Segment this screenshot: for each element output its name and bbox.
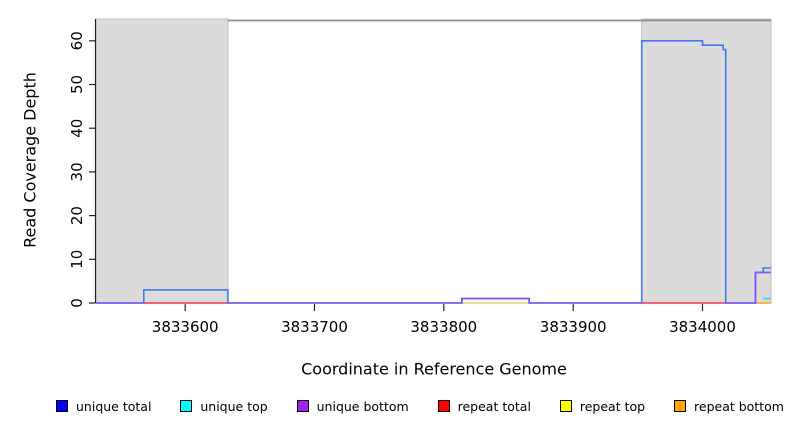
legend-item-repeat-total: repeat total [437, 398, 531, 414]
y-tick-label: 0 [68, 298, 86, 308]
legend-item-unique-top: unique top [180, 398, 268, 414]
x-tick-label: 3833700 [281, 318, 348, 336]
legend-swatch [437, 400, 450, 412]
series-line-unique-bottom [96, 271, 771, 304]
shaded-region [95, 18, 229, 304]
legend: unique total unique top unique bottom repea… [56, 397, 784, 415]
legend-swatch [56, 400, 68, 412]
x-axis-title: Coordinate in Reference Genome [301, 359, 567, 379]
legend-swatch [559, 400, 572, 412]
x-tick-label: 3833600 [152, 318, 219, 336]
legend-label: repeat top [579, 398, 646, 414]
legend-swatch [296, 400, 309, 412]
y-axis-title: Read Coverage Depth [20, 72, 40, 248]
legend-label: repeat bottom [694, 398, 784, 414]
legend-label: unique total [76, 398, 152, 414]
legend-item-repeat-top: repeat top [559, 398, 646, 414]
legend-label: repeat total [457, 398, 531, 414]
y-tick-label: 20 [68, 206, 86, 225]
x-tick-label: 3834000 [669, 318, 736, 336]
legend-item-unique-bottom: unique bottom [296, 398, 409, 414]
x-tick-label: 3833800 [410, 318, 477, 336]
legend-label: unique top [200, 398, 268, 414]
legend-swatch [674, 400, 687, 412]
legend-label: unique bottom [316, 398, 409, 414]
shaded-region [641, 18, 772, 304]
legend-item-repeat-bottom: repeat bottom [674, 399, 784, 414]
x-tick-label: 3833900 [540, 318, 607, 336]
y-tick-label: 10 [68, 250, 86, 269]
legend-swatch [180, 400, 193, 412]
y-tick-label: 30 [68, 162, 86, 181]
legend-item-unique-total: unique total [56, 399, 151, 414]
y-tick-label: 40 [68, 119, 86, 138]
y-tick-label: 60 [68, 31, 86, 50]
y-tick-label: 50 [68, 75, 86, 94]
